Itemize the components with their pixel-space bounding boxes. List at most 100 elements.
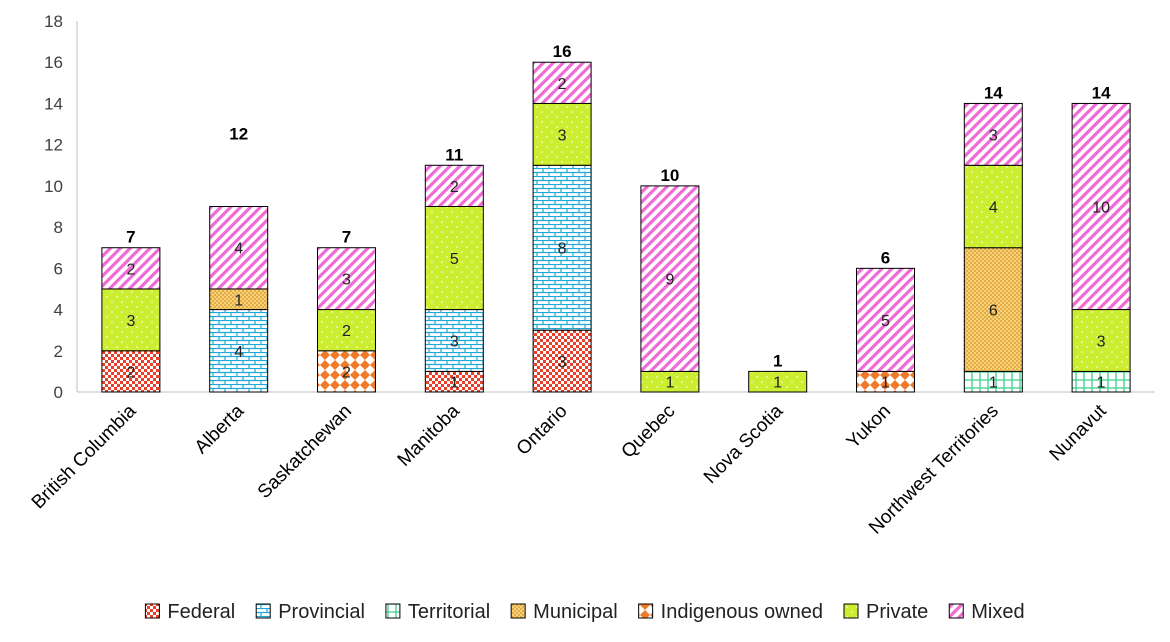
legend-swatch	[255, 603, 271, 619]
segment-value-label: 1	[450, 375, 459, 392]
segment-value-label: 6	[989, 303, 998, 320]
x-tick-label: Yukon	[843, 401, 895, 453]
segment-value-label: 5	[881, 313, 890, 330]
x-tick-label: Quebec	[618, 401, 680, 463]
bar-segment-mixed-northwest-territories	[963, 102, 1023, 166]
segment-value-label: 2	[126, 364, 135, 381]
y-tick-label: 2	[54, 342, 63, 361]
x-tick-label: Manitoba	[394, 400, 464, 470]
legend-swatch	[638, 603, 654, 619]
total-label-northwest-territories: 14	[984, 83, 1003, 102]
y-tick-label: 0	[54, 383, 63, 402]
bar-segment-municipal-northwest-territories	[963, 247, 1023, 372]
legend-swatch	[843, 603, 859, 619]
bar-segment-private-nova-scotia	[748, 370, 808, 393]
total-label-ontario: 16	[553, 42, 572, 61]
legend-swatch	[385, 603, 401, 619]
bar-segment-private-saskatchewan	[317, 309, 376, 352]
segment-value-label: 2	[342, 364, 351, 381]
data-labels: 2327414122237135211383216191011156164314…	[126, 42, 1111, 391]
bar-segment-private-british-columbia	[101, 288, 161, 352]
bar-segment-federal-ontario	[532, 329, 592, 393]
legend-item-municipal: Municipal	[510, 601, 618, 623]
segment-value-label: 4	[234, 344, 243, 361]
legend-swatch	[510, 603, 526, 619]
segment-value-label: 3	[126, 313, 135, 330]
bar-segment-provincial-alberta	[209, 309, 269, 393]
x-tick-label: Alberta	[191, 400, 249, 458]
legend-label: Provincial	[278, 601, 365, 623]
segment-value-label: 8	[558, 241, 567, 258]
legend-label: Private	[866, 601, 928, 623]
legend-swatch	[144, 603, 160, 619]
y-tick-label: 6	[54, 259, 63, 278]
total-label-british-columbia: 7	[126, 228, 135, 247]
legend-label: Indigenous owned	[661, 601, 823, 623]
total-label-nova-scotia: 1	[773, 351, 782, 370]
bar-segment-mixed-ontario	[532, 61, 592, 104]
legend-label: Municipal	[533, 601, 617, 623]
segment-value-label: 3	[1097, 333, 1106, 350]
y-tick-label: 12	[44, 136, 63, 155]
legend-item-indigenous-owned: Indigenous owned	[638, 601, 823, 623]
legend: Federal Provincial Territorial Municipal Ind…	[144, 601, 1025, 623]
x-tick-label: Nova Scotia	[700, 400, 788, 488]
y-tick-label: 14	[44, 94, 63, 113]
legend-item-private: Private	[843, 601, 928, 623]
y-tick-label: 18	[44, 12, 63, 31]
bar-segment-provincial-ontario	[532, 164, 592, 331]
total-label-alberta: 12	[229, 125, 248, 144]
legend-label: Territorial	[408, 601, 490, 623]
legend-item-federal: Federal	[144, 601, 235, 623]
segment-value-label: 2	[342, 323, 351, 340]
legend-item-provincial: Provincial	[255, 601, 365, 623]
total-label-quebec: 10	[660, 166, 679, 185]
segment-value-label: 4	[989, 200, 998, 217]
bar-segment-private-manitoba	[424, 206, 484, 311]
segment-value-label: 3	[558, 354, 567, 371]
total-label-saskatchewan: 7	[342, 228, 351, 247]
bar-segment-mixed-yukon	[856, 267, 915, 372]
bar-segment-mixed-saskatchewan	[317, 247, 376, 311]
segment-value-label: 3	[989, 127, 998, 144]
segment-value-label: 5	[450, 251, 459, 268]
x-tick-label: Saskatchewan	[254, 401, 356, 503]
segment-value-label: 1	[989, 375, 998, 392]
legend-label: Federal	[167, 601, 235, 623]
bar-segment-mixed-british-columbia	[101, 247, 161, 290]
bar-segment-private-nunavut	[1071, 309, 1131, 372]
bar-segment-mixed-nunavut	[1071, 102, 1131, 311]
y-tick-label: 4	[54, 301, 63, 320]
segment-value-label: 2	[558, 76, 567, 93]
segment-value-label: 3	[558, 127, 567, 144]
segment-value-label: 2	[126, 261, 135, 278]
segment-value-label: 3	[450, 333, 459, 350]
legend-item-mixed: Mixed	[948, 601, 1025, 623]
x-tick-label: Ontario	[513, 401, 572, 460]
legend-label: Mixed	[971, 601, 1024, 623]
y-tick-label: 8	[54, 218, 63, 237]
legend-item-territorial: Territorial	[385, 601, 490, 623]
segment-value-label: 3	[342, 272, 351, 289]
segment-value-label: 1	[234, 292, 243, 309]
y-tick-label: 10	[44, 177, 63, 196]
segment-value-label: 4	[234, 241, 243, 258]
bar-segment-provincial-manitoba	[424, 309, 484, 372]
segment-value-label: 2	[450, 179, 459, 196]
segment-value-label: 1	[773, 375, 782, 392]
segment-value-label: 1	[665, 375, 674, 392]
x-tick-label: Nunavut	[1046, 400, 1111, 465]
bar-segment-private-ontario	[532, 102, 592, 166]
bars	[101, 61, 1131, 393]
segment-value-label: 1	[881, 375, 890, 392]
y-tick-label: 16	[44, 53, 63, 72]
legend-swatch	[948, 603, 964, 619]
total-label-nunavut: 14	[1092, 83, 1111, 102]
bar-segment-mixed-manitoba	[424, 164, 484, 207]
bar-segment-indigenous-owned-saskatchewan	[317, 350, 376, 393]
x-tick-label: British Columbia	[28, 400, 141, 513]
total-label-yukon: 6	[881, 248, 890, 267]
segment-value-label: 10	[1092, 200, 1110, 217]
